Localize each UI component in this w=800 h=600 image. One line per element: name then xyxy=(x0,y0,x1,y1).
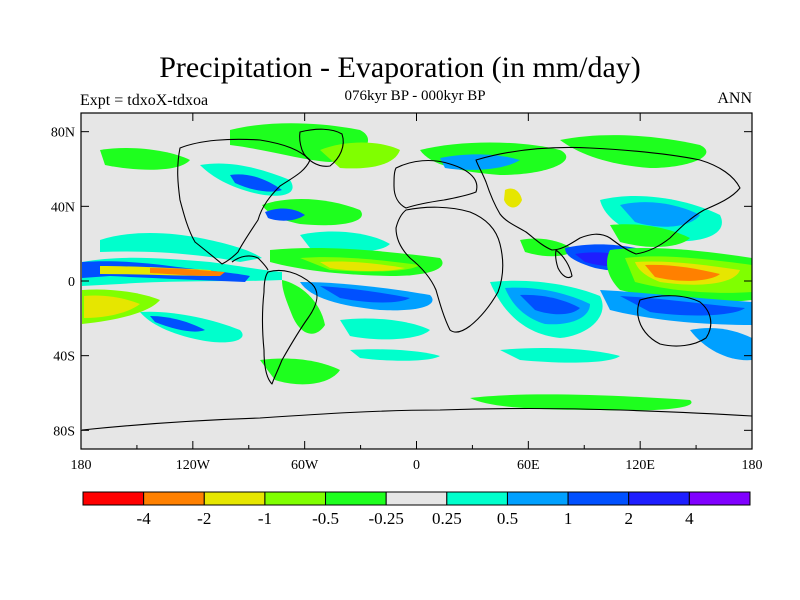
x-tick-label: 0 xyxy=(413,458,420,473)
anomaly-region xyxy=(620,296,745,316)
colorbar-swatch xyxy=(264,491,327,506)
colorbar-label: -0.5 xyxy=(312,509,339,528)
experiment-label: Expt = tdxoX-tdxoa xyxy=(80,92,209,109)
coastline-asia xyxy=(475,146,741,255)
colorbar-label: 0.25 xyxy=(432,509,462,528)
colorbar-swatch xyxy=(385,491,448,506)
x-tick-label: 60E xyxy=(517,458,540,473)
coastline-australia xyxy=(637,295,712,347)
colorbar-label: 4 xyxy=(685,509,694,528)
anomaly-region xyxy=(230,174,282,192)
colorbar: -4 -2 -1 -0.5 -0.25 0.25 0.5 1 2 4 xyxy=(82,491,751,528)
anomaly-region xyxy=(320,261,405,271)
anomaly-region xyxy=(150,268,225,276)
anomaly-region xyxy=(300,231,390,253)
map-panel: 180 120W 60W 0 60E 120E 180 80N 40N 0 40S 80S xyxy=(51,112,763,473)
x-tick-label: 180 xyxy=(71,458,92,473)
coastline-antarctica xyxy=(81,407,752,431)
x-tick-label: 60W xyxy=(291,458,319,473)
anomaly-region xyxy=(265,208,305,221)
x-tick-label: 180 xyxy=(742,458,763,473)
colorbar-swatch xyxy=(143,491,205,506)
colorbar-swatch xyxy=(567,491,630,506)
anomaly-region xyxy=(282,280,325,334)
anomaly-region xyxy=(350,349,440,361)
anomaly-region xyxy=(645,264,720,281)
colorbar-swatch xyxy=(82,491,145,506)
coastline-north-america xyxy=(177,138,311,265)
coastlines xyxy=(81,128,752,431)
coastline-greenland xyxy=(299,128,344,167)
colorbar-label: -0.25 xyxy=(368,509,403,528)
x-tick-label: 120E xyxy=(625,458,655,473)
y-tick-label: 80S xyxy=(53,424,75,439)
colorbar-swatch xyxy=(628,491,690,506)
anomaly-region xyxy=(520,294,580,315)
colorbar-label: 0.5 xyxy=(497,509,518,528)
anomaly-region xyxy=(560,135,707,168)
coastline-india xyxy=(555,249,573,279)
anomaly-region xyxy=(610,224,690,247)
coastline-south-america xyxy=(261,269,318,385)
colorbar-swatch xyxy=(325,491,387,506)
anomaly-region xyxy=(620,202,700,227)
anomaly-field xyxy=(82,123,752,411)
anomaly-region xyxy=(500,348,620,363)
colorbar-label: -4 xyxy=(137,509,152,528)
x-tick-label: 120W xyxy=(176,458,211,473)
map-subtitle: 076kyr BP - 000kyr BP xyxy=(344,88,486,104)
y-tick-label: 0 xyxy=(68,275,75,290)
anomaly-region xyxy=(320,286,410,303)
colorbar-swatch xyxy=(506,491,569,506)
colorbar-swatch xyxy=(688,491,751,506)
anomaly-region xyxy=(84,295,140,318)
y-tick-label: 40S xyxy=(53,350,75,365)
coastline-africa xyxy=(395,206,504,333)
anomaly-region xyxy=(470,394,692,411)
map-title: Precipitation - Evaporation (in mm/day) xyxy=(159,51,641,84)
anomaly-region xyxy=(440,154,520,170)
anomaly-region xyxy=(100,233,262,262)
coastline-europe xyxy=(393,159,478,209)
colorbar-swatch xyxy=(446,491,508,506)
anomaly-region xyxy=(100,148,190,170)
coastline-central-america xyxy=(231,255,269,271)
anomaly-region xyxy=(504,188,522,208)
colorbar-swatch xyxy=(203,491,266,506)
colorbar-label: -2 xyxy=(197,509,211,528)
colorbar-label: -1 xyxy=(258,509,272,528)
anomaly-region xyxy=(690,327,752,361)
anomaly-region xyxy=(340,318,430,340)
y-tick-label: 80N xyxy=(51,126,75,141)
axis-ticks: 180 120W 60W 0 60E 120E 180 80N 40N 0 40S 80S xyxy=(51,113,763,473)
anomaly-region xyxy=(150,316,205,332)
season-label: ANN xyxy=(717,90,752,107)
colorbar-label: 1 xyxy=(564,509,573,528)
anomaly-region xyxy=(320,142,400,169)
y-tick-label: 40N xyxy=(51,200,75,215)
colorbar-label: 2 xyxy=(624,509,633,528)
